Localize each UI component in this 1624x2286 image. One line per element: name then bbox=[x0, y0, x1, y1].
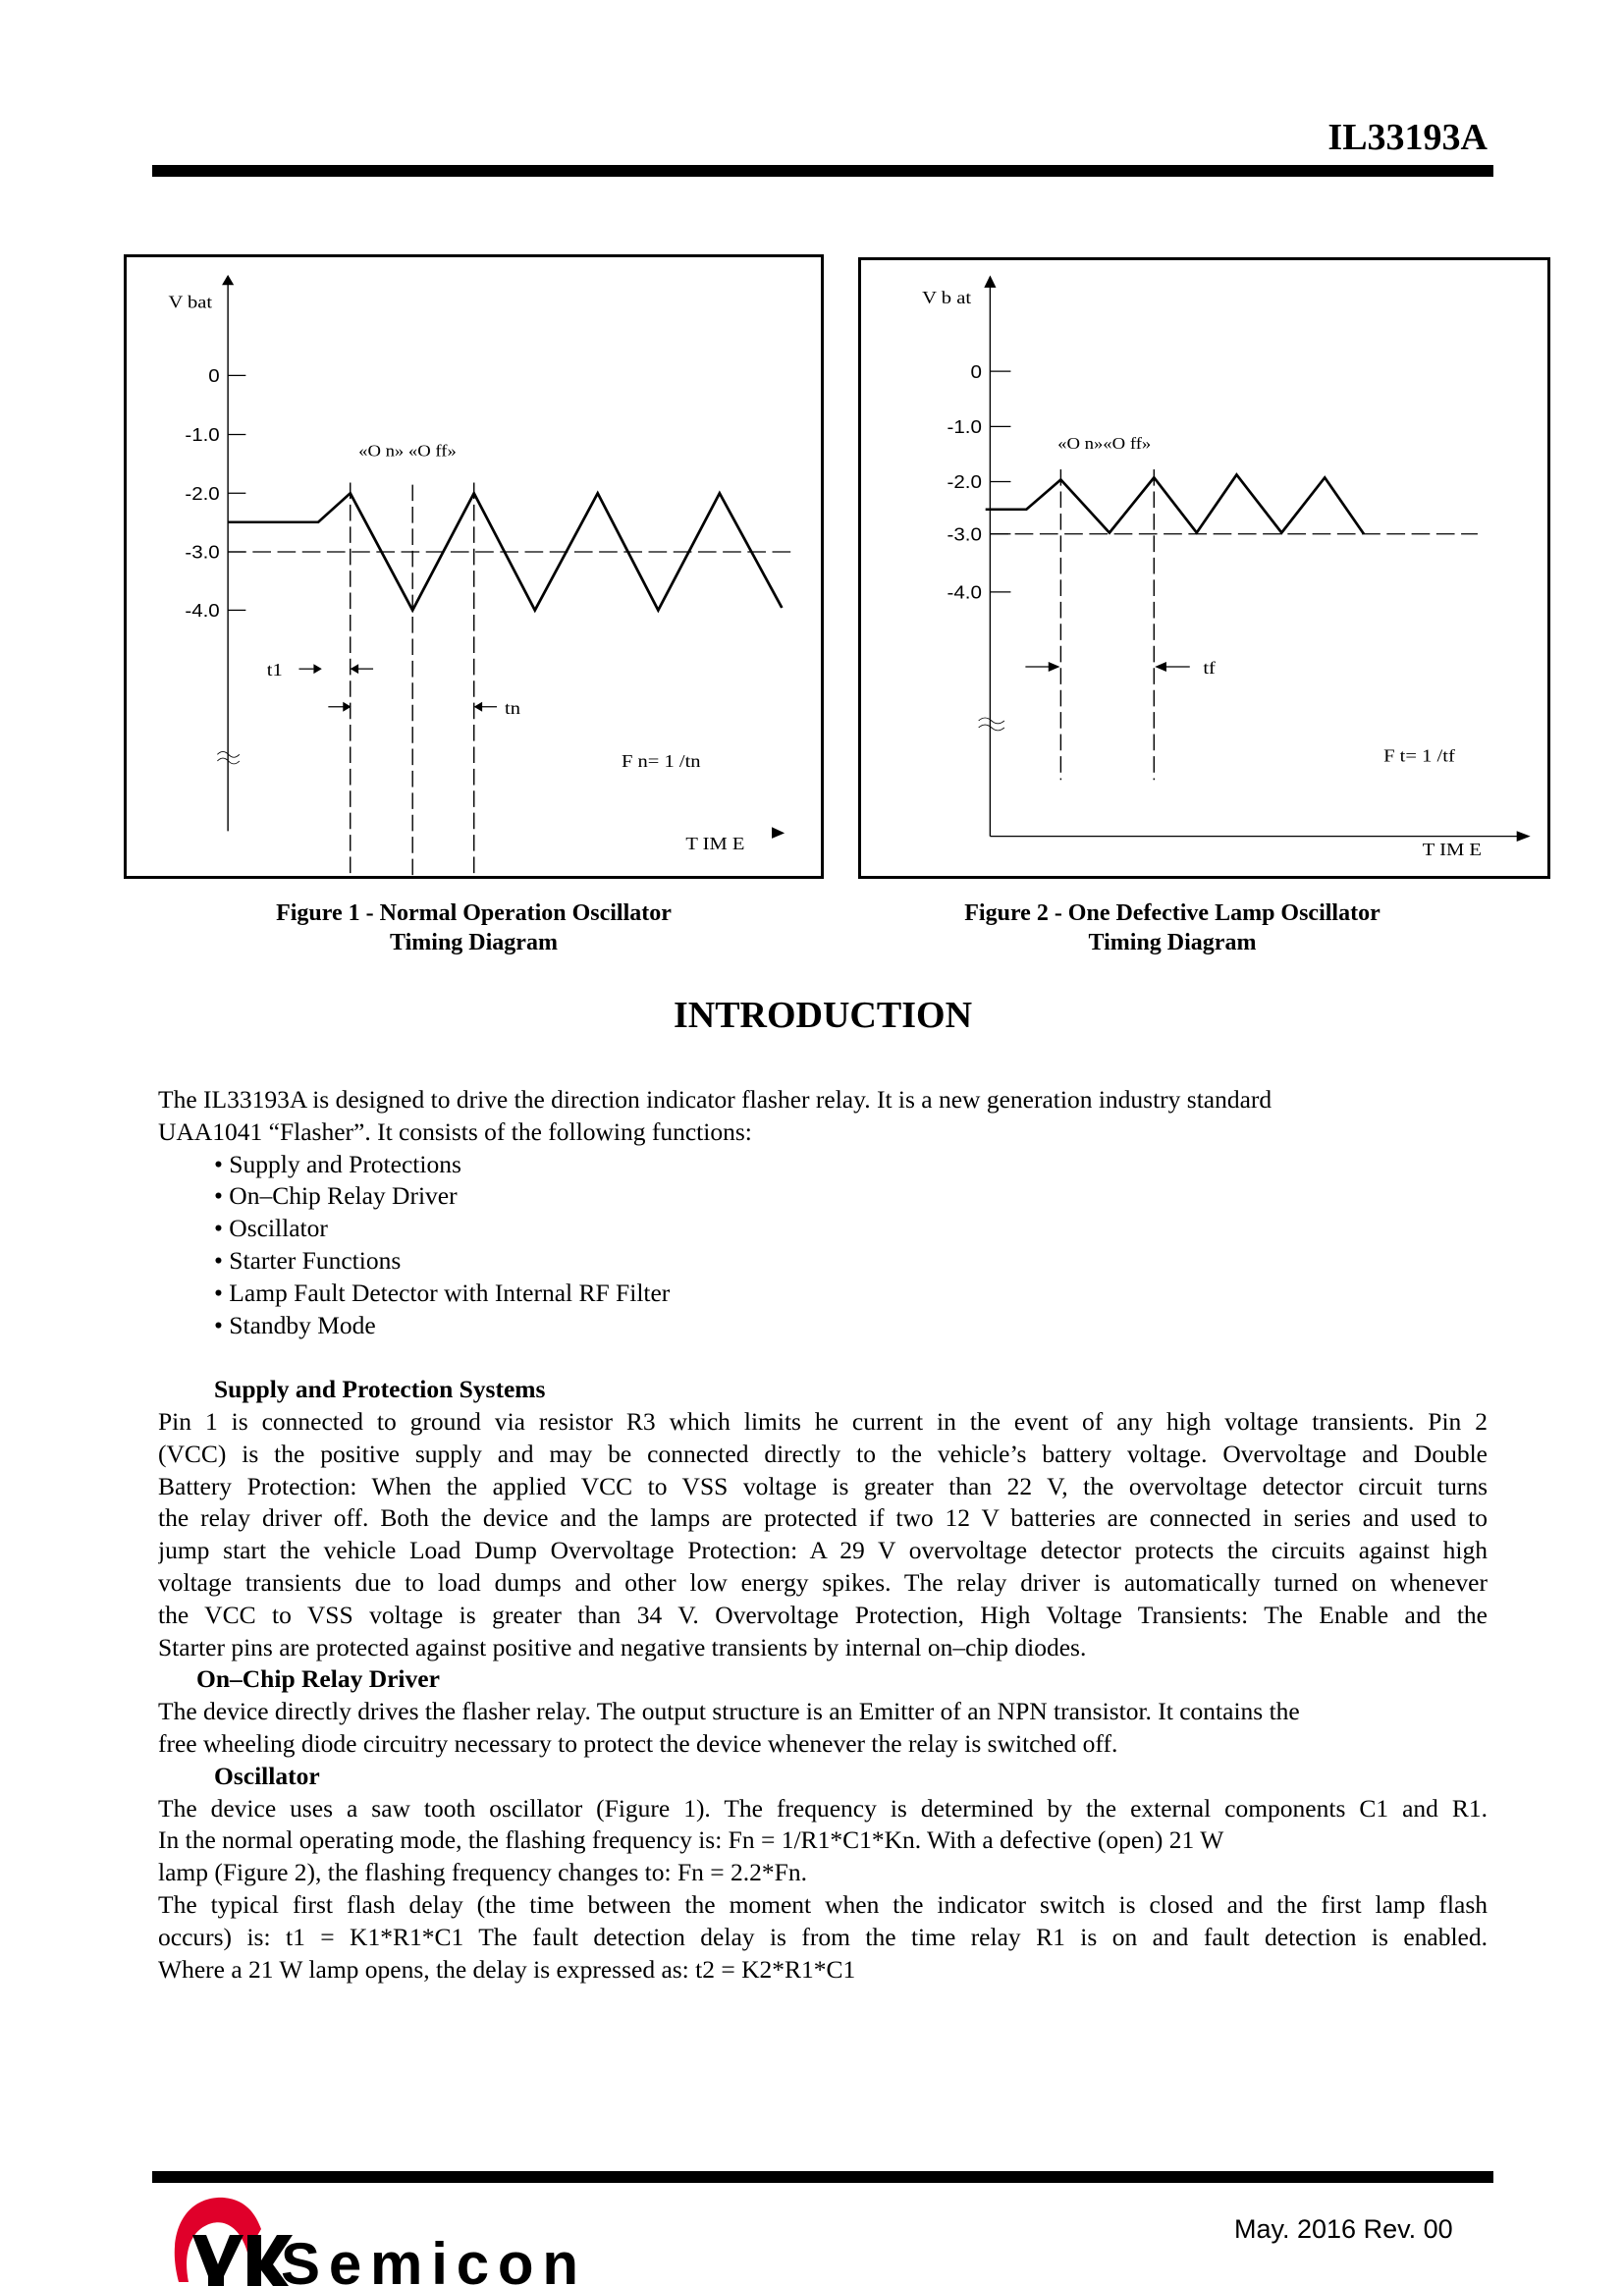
paragraph-line: Where a 21 W lamp opens, the delay is ex… bbox=[158, 1954, 856, 1984]
oscillator-waveform bbox=[985, 472, 1366, 535]
paragraph-line: lamp (Figure 2), the flashing frequency … bbox=[158, 1858, 807, 1887]
footer-rule bbox=[152, 2171, 1493, 2183]
caption-line: Figure 2 - One Defective Lamp Oscillator bbox=[964, 900, 1380, 926]
figure-2-diagram: 0 -1.0 -2.0 -3.0 -4.0 V b at «O n»«O ff»… bbox=[858, 257, 1550, 879]
paragraph-line: free wheeling diode circuitry necessary … bbox=[158, 1728, 1118, 1758]
bullet-item: • On–Chip Relay Driver bbox=[214, 1181, 458, 1211]
time-arrow-icon bbox=[772, 827, 785, 839]
subsection-heading: On–Chip Relay Driver bbox=[196, 1664, 440, 1694]
figure-1-caption: Figure 1 - Normal Operation Oscillator T… bbox=[124, 898, 824, 957]
svg-text:Semicon: Semicon bbox=[281, 2231, 575, 2286]
x-axis-label: T IM E bbox=[1423, 841, 1482, 860]
subsection-heading: Oscillator bbox=[214, 1761, 320, 1790]
caption-line: Timing Diagram bbox=[1088, 930, 1257, 955]
tick-label: 0 bbox=[208, 366, 220, 387]
paragraph-line: occurs) is: t1 = K1*R1*C1 The fault dete… bbox=[158, 1922, 1488, 1951]
paragraph-line: Pin 1 is connected to ground via resisto… bbox=[158, 1406, 1488, 1436]
caption-line: Timing Diagram bbox=[390, 930, 558, 955]
paragraph-line: The IL33193A is designed to drive the di… bbox=[158, 1085, 1272, 1114]
axis-break-icon bbox=[978, 717, 1005, 732]
oscillator-waveform bbox=[228, 490, 784, 614]
y-axis-label: V b at bbox=[922, 289, 972, 308]
tick-label: -2.0 bbox=[947, 472, 983, 493]
tick-label: -2.0 bbox=[185, 484, 220, 505]
subsection-heading: Supply and Protection Systems bbox=[214, 1375, 546, 1404]
tn-label: tn bbox=[505, 699, 520, 719]
paragraph-line: the relay driver off. Both the device an… bbox=[158, 1503, 1488, 1533]
tick-label: -4.0 bbox=[185, 601, 220, 622]
tick-label: -4.0 bbox=[947, 583, 983, 604]
tick-label: -3.0 bbox=[185, 543, 220, 564]
caption-line: Figure 1 - Normal Operation Oscillator bbox=[276, 900, 672, 926]
paragraph-line: Starter pins are protected against posit… bbox=[158, 1632, 1087, 1661]
body-text: The IL33193A is designed to drive the di… bbox=[158, 1084, 1488, 1986]
t1-label: t1 bbox=[267, 661, 283, 680]
bullet-item: • Starter Functions bbox=[214, 1245, 402, 1275]
x-axis-label: T IM E bbox=[685, 835, 744, 854]
bullet-item: • Supply and Protections bbox=[214, 1149, 461, 1178]
section-title: INTRODUCTION bbox=[673, 995, 973, 1036]
y-axis-label: V bat bbox=[168, 293, 212, 312]
header-rule bbox=[152, 165, 1493, 177]
bullet-item: • Standby Mode bbox=[214, 1310, 376, 1339]
revision-date: May. 2016 Rev. 00 bbox=[1234, 2214, 1453, 2244]
bullet-item: • Lamp Fault Detector with Internal RF F… bbox=[214, 1278, 671, 1307]
tick-label: -3.0 bbox=[947, 524, 983, 545]
frequency-formula: F n= 1 /tn bbox=[622, 752, 701, 772]
paragraph-line: Battery Protection: When the applied VCC… bbox=[158, 1471, 1488, 1500]
axis-break-icon bbox=[217, 751, 241, 765]
paragraph-line: jump start the vehicle Load Dump Overvol… bbox=[158, 1536, 1488, 1565]
document-title: IL33193A bbox=[1327, 117, 1488, 158]
paragraph-line: In the normal operating mode, the flashi… bbox=[158, 1825, 1224, 1855]
paragraph-line: voltage transients due to load dumps and… bbox=[158, 1567, 1488, 1597]
paragraph-line: the VCC to VSS voltage is greater than 3… bbox=[158, 1600, 1488, 1629]
paragraph-line: UAA1041 “Flasher”. It consists of the fo… bbox=[158, 1116, 752, 1146]
tick-label: 0 bbox=[971, 362, 983, 383]
on-off-label: «O n»«O ff» bbox=[1057, 434, 1151, 453]
paragraph-line: The device uses a saw tooth oscillator (… bbox=[158, 1793, 1488, 1823]
bullet-item: • Oscillator bbox=[214, 1214, 328, 1243]
paragraph-line: The typical first flash delay (the time … bbox=[158, 1889, 1488, 1919]
figure-1-diagram: 0 -1.0 -2.0 -3.0 -4.0 V bat «O n» «O ff»… bbox=[124, 254, 824, 879]
tick-label: -1.0 bbox=[947, 417, 983, 438]
tf-label: tf bbox=[1203, 659, 1216, 679]
figure-2-caption: Figure 2 - One Defective Lamp Oscillator… bbox=[858, 898, 1487, 957]
paragraph-line: (VCC) is the positive supply and may be … bbox=[158, 1439, 1488, 1468]
frequency-formula: F t= 1 /tf bbox=[1383, 746, 1455, 766]
tick-label: -1.0 bbox=[185, 425, 220, 446]
ik-semicon-logo: Semicon bbox=[174, 2197, 578, 2286]
on-off-label: «O n» «O ff» bbox=[358, 441, 457, 460]
paragraph-line: The device directly drives the flasher r… bbox=[158, 1697, 1300, 1726]
time-arrow-icon bbox=[1516, 831, 1531, 843]
